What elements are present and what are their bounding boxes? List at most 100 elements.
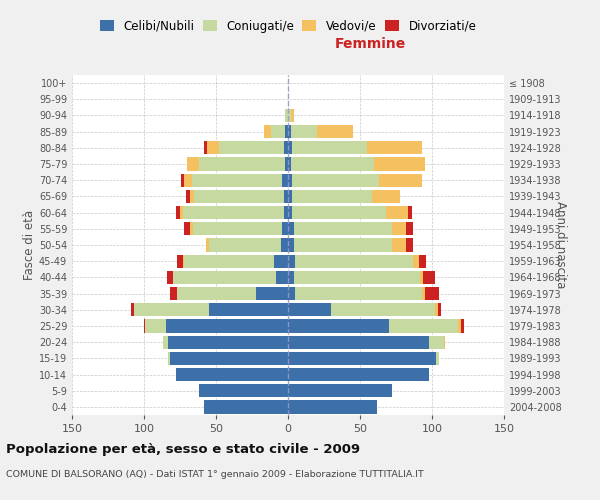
Bar <box>169 352 170 365</box>
Bar <box>277 270 288 284</box>
Bar <box>288 206 292 220</box>
Bar <box>292 206 386 220</box>
Bar <box>209 303 288 316</box>
Bar <box>176 368 288 381</box>
Bar <box>288 400 377 413</box>
Bar <box>294 270 421 284</box>
Bar <box>419 254 426 268</box>
Bar <box>406 222 413 235</box>
Bar <box>379 174 422 187</box>
Bar <box>407 206 412 220</box>
Bar <box>288 109 291 122</box>
Bar <box>134 303 209 316</box>
Bar <box>288 254 295 268</box>
Bar <box>176 206 180 220</box>
Bar <box>435 303 438 316</box>
Bar <box>285 109 288 122</box>
Bar <box>288 190 292 203</box>
Bar <box>284 141 288 154</box>
Bar <box>429 336 443 349</box>
Bar <box>288 270 294 284</box>
Bar <box>284 206 288 220</box>
Bar <box>421 270 424 284</box>
Bar <box>288 368 429 381</box>
Bar <box>190 222 193 235</box>
Bar <box>288 384 392 398</box>
Bar <box>406 238 413 252</box>
Bar <box>291 125 317 138</box>
Bar <box>206 238 209 252</box>
Bar <box>167 270 173 284</box>
Bar <box>131 303 134 316</box>
Bar <box>184 174 191 187</box>
Bar <box>181 174 184 187</box>
Bar <box>282 222 288 235</box>
Bar <box>169 336 288 349</box>
Bar <box>436 352 439 365</box>
Bar <box>183 206 284 220</box>
Bar <box>173 270 277 284</box>
Bar <box>288 352 436 365</box>
Bar <box>193 222 282 235</box>
Y-axis label: Anni di nascita: Anni di nascita <box>554 202 567 288</box>
Bar <box>288 287 295 300</box>
Bar <box>392 222 406 235</box>
Bar <box>199 158 285 170</box>
Bar <box>180 206 183 220</box>
Bar <box>271 125 285 138</box>
Bar <box>288 336 429 349</box>
Bar <box>184 254 274 268</box>
Bar <box>288 125 291 138</box>
Bar <box>461 320 464 332</box>
Bar <box>288 320 389 332</box>
Bar <box>422 287 425 300</box>
Bar <box>170 352 288 365</box>
Bar <box>295 287 422 300</box>
Text: COMUNE DI BALSORANO (AQ) - Dati ISTAT 1° gennaio 2009 - Elaborazione TUTTITALIA.: COMUNE DI BALSORANO (AQ) - Dati ISTAT 1°… <box>6 470 424 479</box>
Bar <box>284 190 288 203</box>
Bar <box>389 320 458 332</box>
Bar <box>413 254 419 268</box>
Bar <box>288 158 291 170</box>
Bar <box>256 287 288 300</box>
Bar <box>458 320 461 332</box>
Bar <box>209 238 281 252</box>
Bar <box>274 254 288 268</box>
Bar <box>317 125 353 138</box>
Bar <box>294 222 392 235</box>
Legend: Celibi/Nubili, Coniugati/e, Vedovi/e, Divorziati/e: Celibi/Nubili, Coniugati/e, Vedovi/e, Di… <box>100 20 476 32</box>
Bar <box>288 174 292 187</box>
Bar <box>288 303 331 316</box>
Bar <box>367 141 422 154</box>
Bar <box>281 238 288 252</box>
Y-axis label: Fasce di età: Fasce di età <box>23 210 36 280</box>
Bar <box>392 238 406 252</box>
Bar <box>374 158 425 170</box>
Bar <box>295 254 413 268</box>
Bar <box>263 125 271 138</box>
Bar <box>187 158 199 170</box>
Bar <box>170 287 177 300</box>
Text: Femmine: Femmine <box>334 37 406 51</box>
Text: Popolazione per età, sesso e stato civile - 2009: Popolazione per età, sesso e stato civil… <box>6 442 360 456</box>
Bar <box>282 174 288 187</box>
Bar <box>199 384 288 398</box>
Bar <box>288 238 294 252</box>
Bar <box>144 320 145 332</box>
Bar <box>386 206 407 220</box>
Bar <box>205 400 288 413</box>
Bar <box>371 190 400 203</box>
Bar <box>186 190 190 203</box>
Bar <box>145 320 166 332</box>
Bar <box>183 254 184 268</box>
Bar <box>294 238 392 252</box>
Bar <box>288 222 294 235</box>
Bar <box>194 190 284 203</box>
Bar <box>292 190 371 203</box>
Bar <box>331 303 435 316</box>
Bar <box>191 174 282 187</box>
Bar <box>285 158 288 170</box>
Bar <box>184 222 190 235</box>
Bar <box>219 141 284 154</box>
Bar <box>205 141 208 154</box>
